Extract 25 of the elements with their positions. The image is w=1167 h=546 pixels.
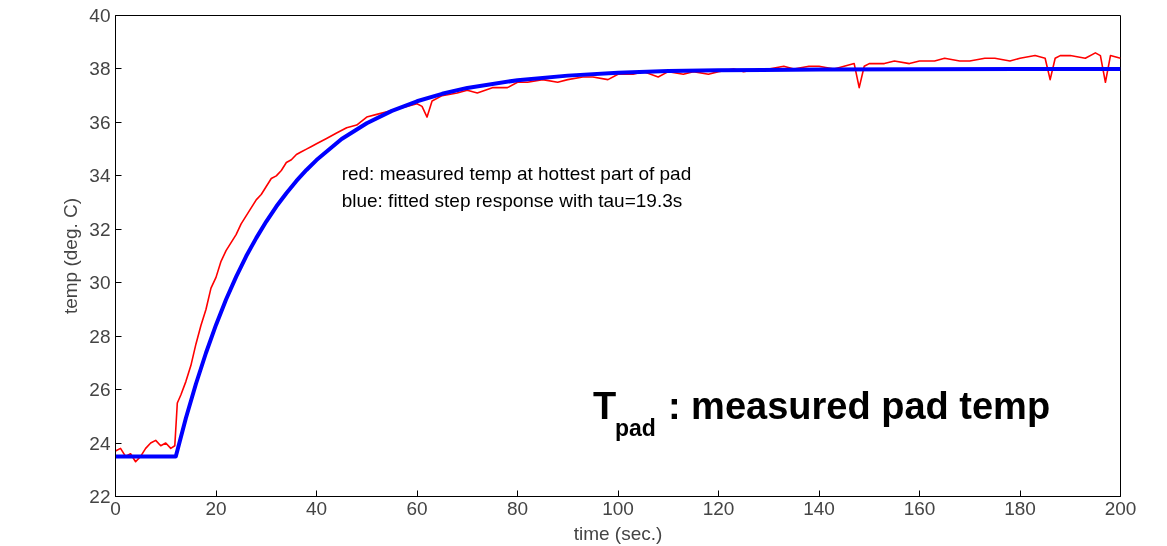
x-tick-label: 180 <box>1004 497 1036 519</box>
y-tick-label: 28 <box>89 325 111 347</box>
x-tick-label: 160 <box>903 497 936 519</box>
x-tick-label: 80 <box>506 497 529 519</box>
y-tick-label: 30 <box>89 272 111 294</box>
y-tick-label: 34 <box>89 165 111 187</box>
x-tick-label: 200 <box>1104 497 1137 519</box>
x-tick-label: 60 <box>406 497 428 519</box>
x-tick-label: 140 <box>803 497 835 519</box>
x-tick-label: 20 <box>205 497 227 519</box>
x-axis-title: time (sec.) <box>573 522 663 544</box>
x-tick-label: 100 <box>602 497 634 519</box>
y-tick-label: 26 <box>89 379 111 401</box>
y-tick-label: 38 <box>89 58 111 80</box>
annotation: red: measured temp at hottest part of pad <box>341 162 692 184</box>
x-tick-label: 120 <box>702 497 735 519</box>
y-tick-label: 32 <box>89 218 111 240</box>
y-axis-title: temp (deg. C) <box>60 197 82 315</box>
x-tick-label: 0 <box>110 497 121 519</box>
x-tick-label: 40 <box>305 497 328 519</box>
y-tick-label: 22 <box>89 486 111 507</box>
y-tick-label: 36 <box>89 111 111 133</box>
annotation: blue: fitted step response with tau=19.3s <box>341 189 683 211</box>
y-tick-label: 40 <box>89 5 111 26</box>
y-tick-label: 24 <box>89 432 111 454</box>
